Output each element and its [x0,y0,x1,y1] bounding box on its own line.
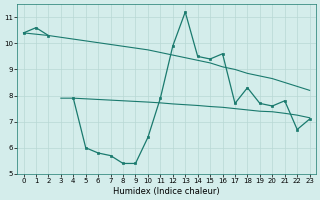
X-axis label: Humidex (Indice chaleur): Humidex (Indice chaleur) [113,187,220,196]
